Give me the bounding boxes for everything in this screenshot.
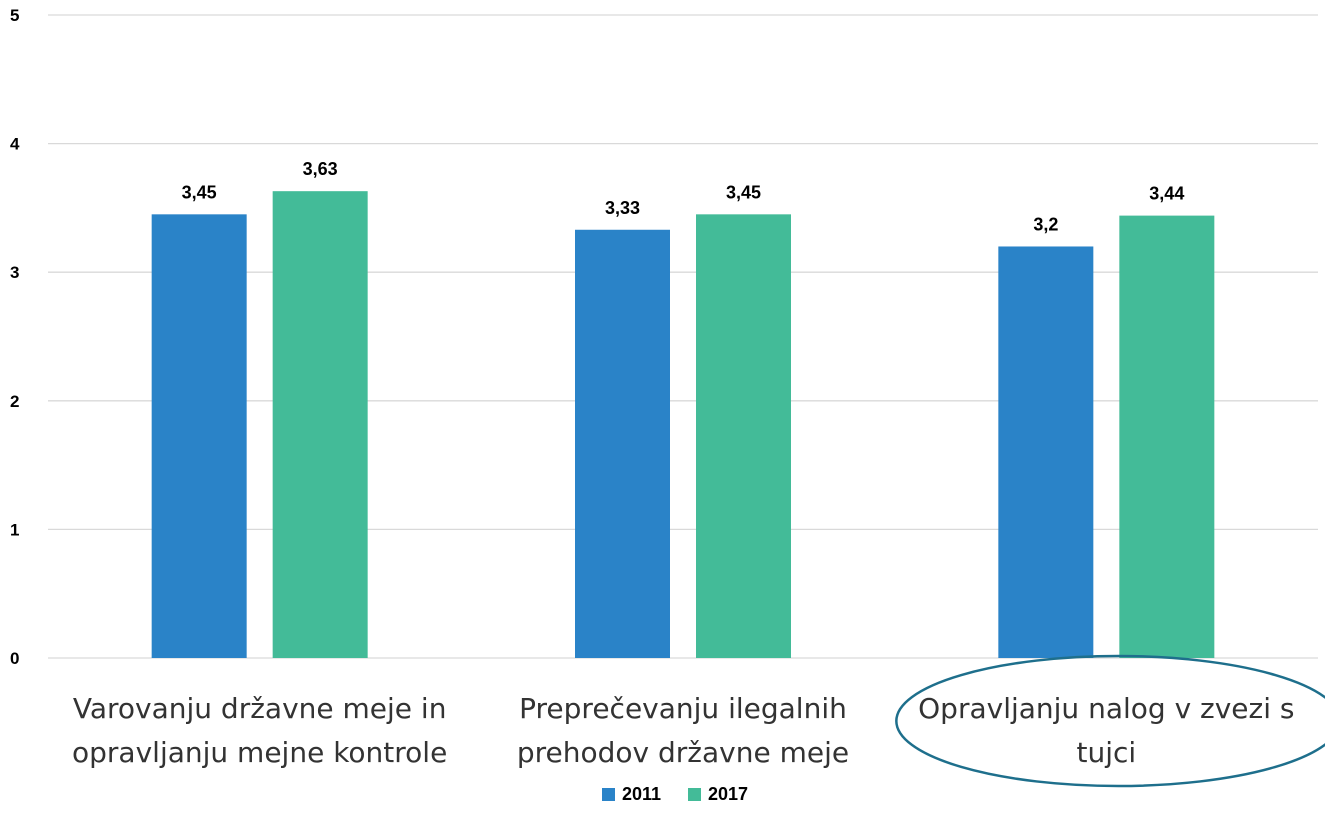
bar-2011 — [575, 229, 670, 658]
legend-swatch — [688, 788, 701, 801]
category-label: opravljanju mejne kontrole — [72, 736, 447, 769]
bars — [151, 191, 1215, 659]
legend: 2011 2017 — [602, 784, 748, 804]
gridlines — [48, 14, 1318, 659]
legend-label: 2011 — [622, 784, 661, 804]
legend-swatch — [602, 788, 615, 801]
category-label: prehodov državne meje — [517, 736, 849, 769]
y-tick-label: 3 — [10, 263, 19, 282]
y-tick-label: 2 — [10, 392, 19, 411]
data-label: 3,45 — [182, 182, 217, 202]
y-tick-label: 5 — [10, 6, 19, 25]
y-tick-label: 0 — [10, 649, 19, 668]
category-label: Opravljanju nalog v zvezi s — [918, 692, 1294, 725]
data-label: 3,63 — [303, 159, 338, 179]
bar-2017 — [696, 214, 791, 658]
category-label: Varovanju državne meje in — [73, 692, 447, 725]
legend-label: 2017 — [708, 784, 748, 804]
bar-2011 — [151, 214, 247, 658]
highlight-ellipse — [895, 654, 1325, 788]
y-tick-label: 1 — [10, 520, 19, 539]
y-axis-ticks: 0 1 2 3 4 5 — [10, 6, 20, 668]
bar-2011 — [998, 246, 1094, 659]
data-label: 3,45 — [726, 182, 761, 202]
bar-2017 — [272, 191, 368, 658]
y-tick-label: 4 — [10, 135, 20, 154]
data-labels: 3,45 3,63 3,33 3,45 3,2 3,44 — [182, 159, 1185, 234]
category-labels: Varovanju državne meje in opravljanju mej… — [72, 692, 1294, 769]
category-label: tujci — [1076, 736, 1136, 769]
data-label: 3,2 — [1033, 214, 1058, 234]
bar-2017 — [1119, 215, 1215, 658]
data-label: 3,33 — [605, 198, 640, 218]
data-label: 3,44 — [1149, 184, 1184, 204]
category-label: Preprečevanju ilegalnih — [519, 692, 847, 725]
